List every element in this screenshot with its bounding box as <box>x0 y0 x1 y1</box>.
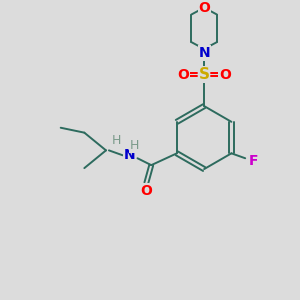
Text: N: N <box>124 148 135 162</box>
Text: O: O <box>178 68 189 82</box>
Text: N: N <box>198 46 210 60</box>
Text: S: S <box>199 67 210 82</box>
Text: H: H <box>130 139 139 152</box>
Text: F: F <box>248 154 258 168</box>
Text: O: O <box>140 184 152 198</box>
Text: H: H <box>112 134 122 147</box>
Text: O: O <box>198 1 210 15</box>
Text: O: O <box>219 68 231 82</box>
